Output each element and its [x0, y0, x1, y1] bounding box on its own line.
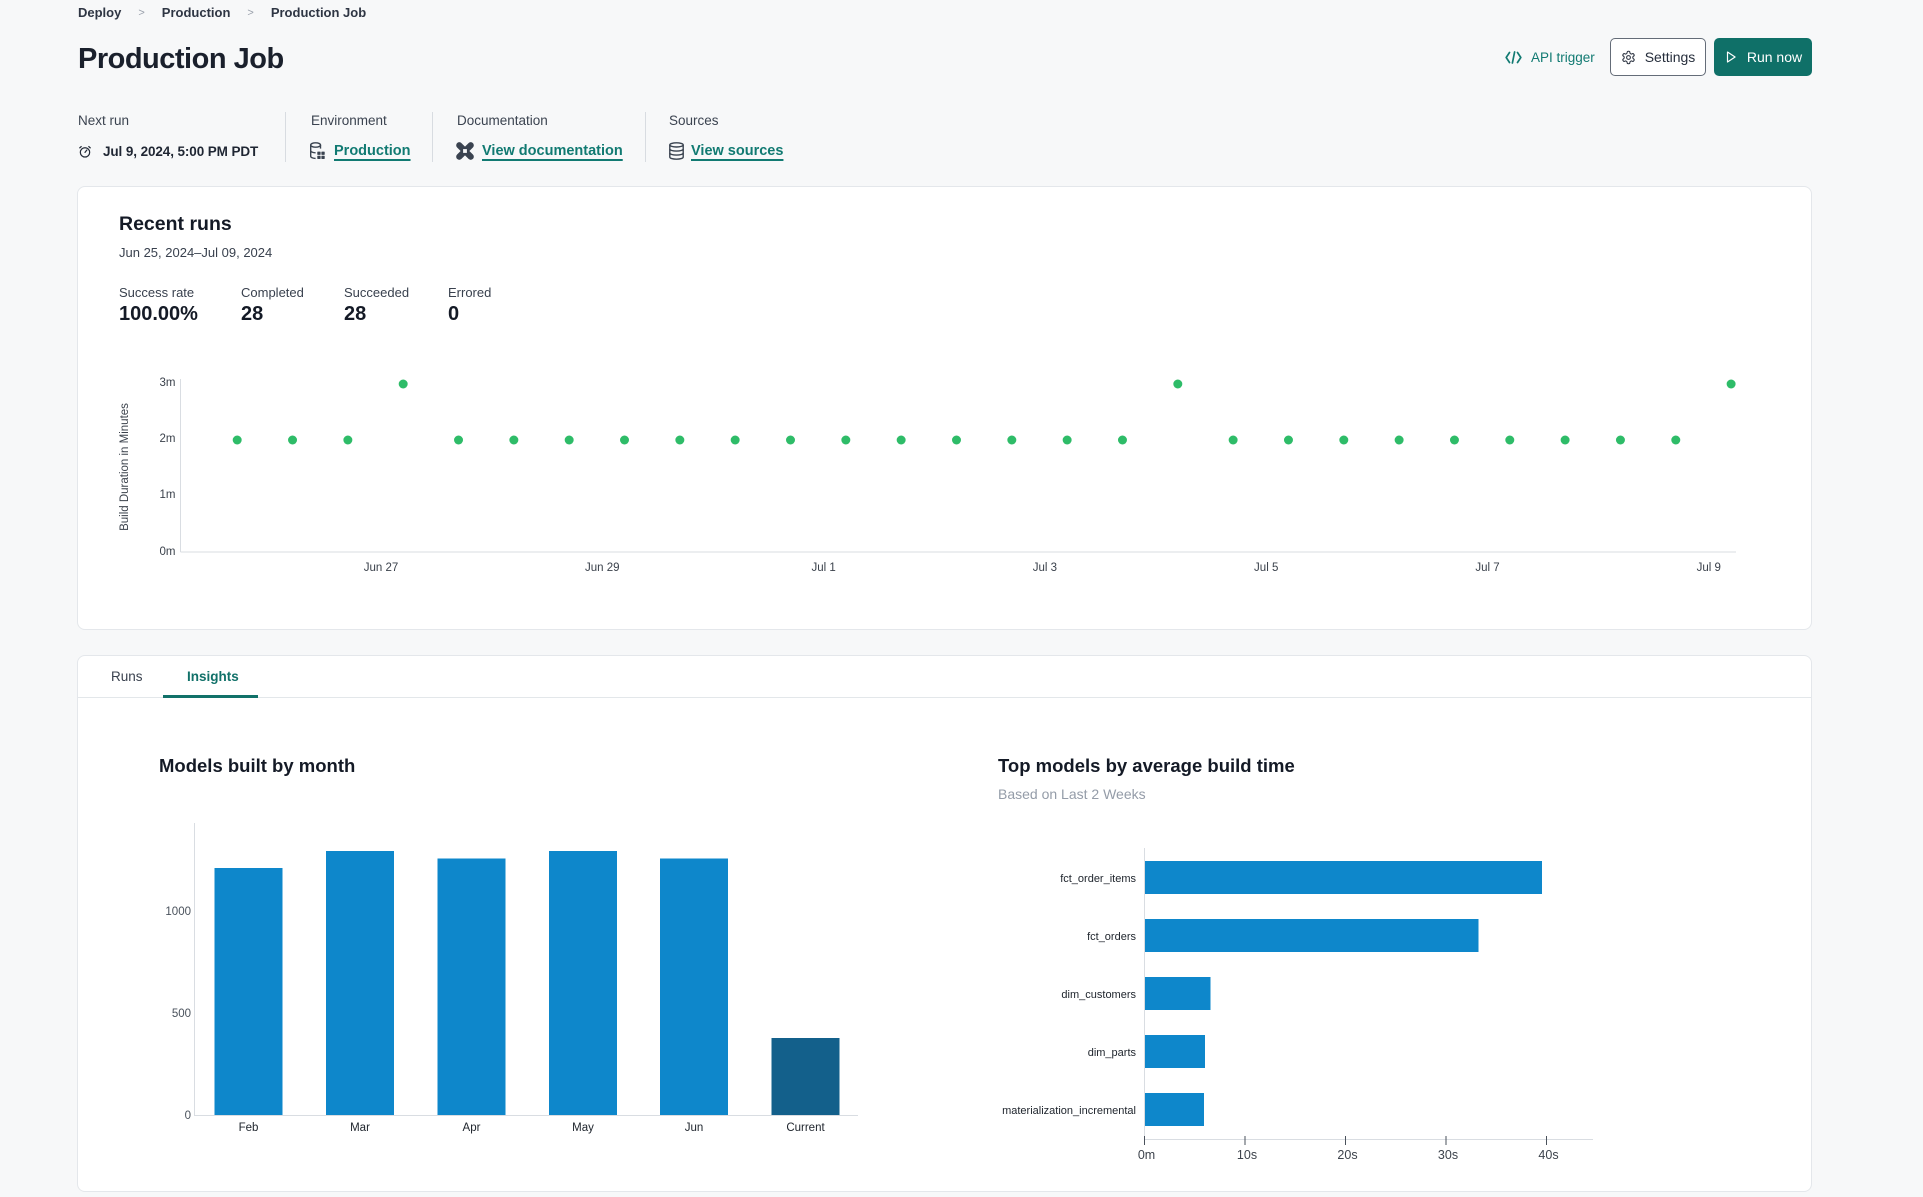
svg-text:Apr: Apr: [463, 1122, 481, 1134]
svg-text:fct_orders: fct_orders: [1087, 931, 1136, 943]
svg-text:Mar: Mar: [350, 1122, 370, 1134]
svg-text:Jul 3: Jul 3: [1033, 562, 1057, 574]
svg-text:May: May: [572, 1122, 594, 1134]
svg-text:10s: 10s: [1237, 1148, 1257, 1162]
svg-text:dim_customers: dim_customers: [1061, 989, 1136, 1001]
svg-text:20s: 20s: [1337, 1148, 1357, 1162]
svg-text:40s: 40s: [1538, 1148, 1558, 1162]
svg-text:30s: 30s: [1438, 1148, 1458, 1162]
svg-text:2m: 2m: [160, 433, 176, 445]
svg-text:Jul 9: Jul 9: [1697, 562, 1721, 574]
svg-text:3m: 3m: [160, 377, 176, 389]
svg-text:dim_parts: dim_parts: [1088, 1047, 1137, 1059]
svg-text:materialization_incremental: materialization_incremental: [1002, 1105, 1136, 1117]
svg-text:Jul 1: Jul 1: [811, 562, 835, 574]
svg-text:1000: 1000: [165, 906, 191, 918]
svg-text:0m: 0m: [1138, 1148, 1155, 1162]
svg-text:Current: Current: [786, 1122, 825, 1134]
svg-text:0m: 0m: [160, 546, 176, 558]
svg-text:Jul 5: Jul 5: [1254, 562, 1278, 574]
svg-text:Jul 7: Jul 7: [1475, 562, 1499, 574]
svg-text:500: 500: [172, 1008, 191, 1020]
svg-text:Build Duration in Minutes: Build Duration in Minutes: [119, 403, 131, 531]
svg-text:Jun 27: Jun 27: [364, 562, 399, 574]
svg-text:0: 0: [185, 1110, 191, 1122]
svg-text:1m: 1m: [160, 489, 176, 501]
svg-text:Jun 29: Jun 29: [585, 562, 620, 574]
svg-text:fct_order_items: fct_order_items: [1060, 873, 1136, 885]
svg-text:Jun: Jun: [685, 1122, 704, 1134]
svg-text:Feb: Feb: [239, 1122, 259, 1134]
